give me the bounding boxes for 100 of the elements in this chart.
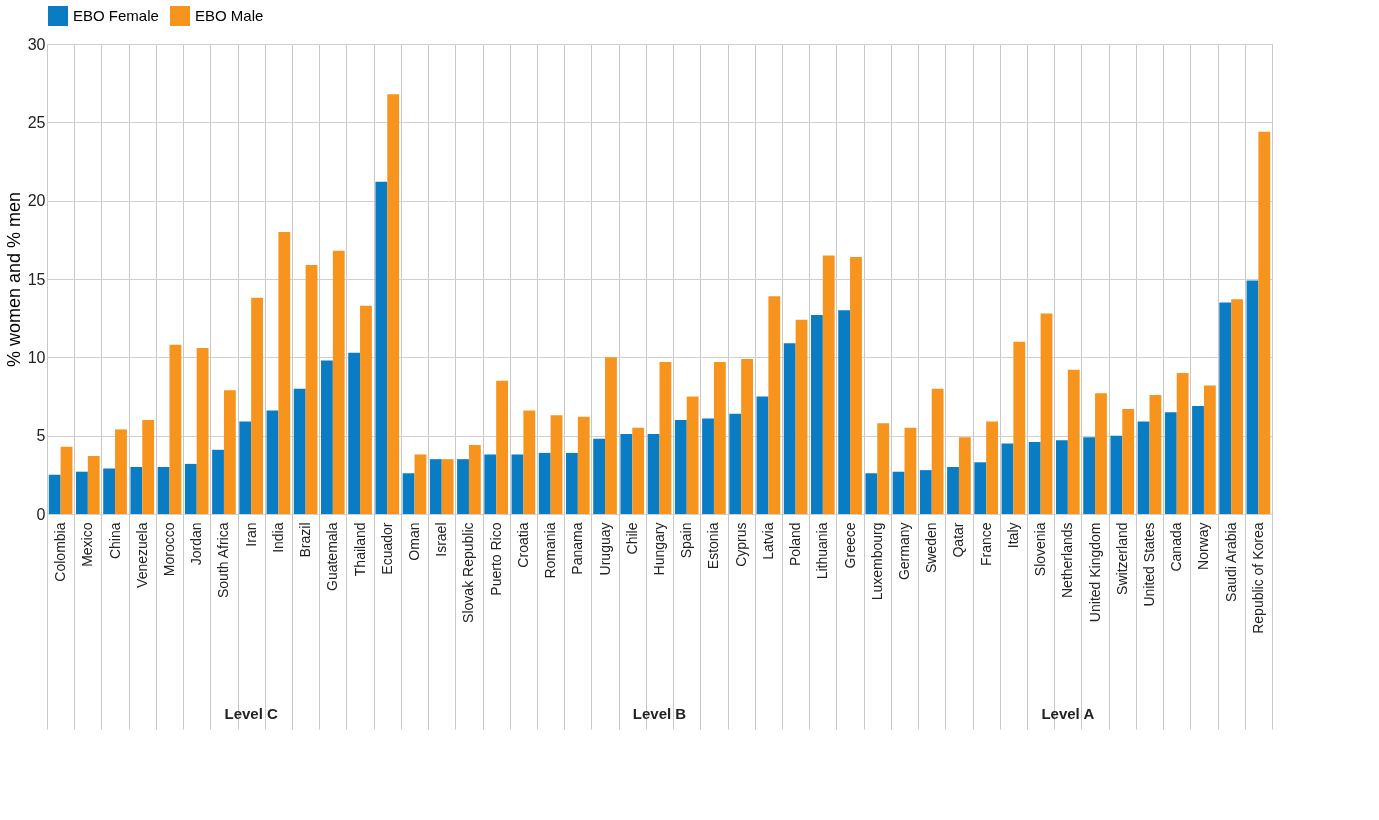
bar [1258, 131, 1271, 514]
bar [157, 467, 170, 514]
bar [919, 470, 932, 514]
bar [1013, 341, 1026, 514]
bar [605, 357, 617, 514]
bar [632, 427, 645, 514]
bar [593, 438, 606, 514]
bar [1095, 393, 1107, 514]
x-tick-label: Panama [569, 522, 586, 575]
bar [659, 362, 672, 514]
y-tick-label: 20 [27, 192, 46, 210]
bar [130, 467, 143, 514]
bar [1164, 412, 1177, 514]
x-tick-label: Germany [896, 522, 912, 581]
x-tick-label: Poland [787, 522, 804, 567]
x-tick-label: Chile [623, 522, 640, 555]
bar [429, 459, 442, 514]
bar [441, 459, 454, 514]
legend-label: EBO Female [73, 7, 159, 24]
y-tick-label: 30 [27, 35, 46, 53]
x-tick-label: Iran [242, 522, 259, 547]
bar [865, 473, 878, 514]
text: Level C [224, 705, 279, 722]
x-tick-label: Slovenia [1032, 522, 1049, 577]
bar [348, 352, 361, 514]
x-tick-label: Canada [1168, 522, 1185, 572]
x-tick-label: Israel [433, 522, 450, 557]
bar [484, 454, 497, 514]
bar [904, 427, 917, 514]
bar [1231, 299, 1243, 514]
bar [278, 232, 291, 514]
bar [647, 434, 660, 514]
bar [48, 474, 61, 514]
bar [986, 421, 998, 514]
bar [566, 452, 578, 514]
x-tick-label: Republic of Korea [1249, 522, 1266, 634]
bar [702, 418, 714, 514]
bar [332, 250, 345, 514]
bar [402, 473, 415, 514]
y-tick-label: 10 [27, 348, 46, 366]
bar [1219, 302, 1232, 514]
bar [783, 343, 796, 514]
bar [103, 468, 116, 514]
x-tick-label: Cyprus [732, 522, 749, 567]
x-tick-label: India [269, 522, 286, 553]
legend-label: EBO Male [195, 7, 264, 24]
bar [1137, 421, 1150, 514]
x-tick-label: Venezuela [133, 522, 150, 588]
y-tick-label: 15 [27, 270, 46, 288]
bar [1056, 440, 1068, 514]
y-tick-label: 25 [27, 113, 46, 131]
x-tick-label: Thailand [351, 522, 368, 577]
x-tick-label: Latvia [759, 522, 776, 560]
x-tick-label: France [977, 522, 994, 567]
bar [511, 454, 524, 514]
bar [768, 296, 781, 514]
bar [212, 449, 224, 514]
x-tick-label: Luxembourg [868, 522, 885, 601]
x-tick-label: Brazil [297, 522, 314, 558]
bar [877, 423, 890, 514]
bar [686, 396, 699, 514]
bar [795, 319, 808, 514]
bar [1203, 385, 1216, 514]
x-tick-label: United States [1141, 522, 1157, 607]
x-tick-label: Colombia [52, 522, 69, 582]
bar [1176, 373, 1189, 514]
bar [321, 360, 333, 514]
x-tick-label: Norway [1195, 522, 1212, 570]
x-tick-label: Morocco [161, 522, 177, 577]
x-tick-label: Netherlands [1059, 522, 1076, 598]
x-tick-label: Sweden [923, 522, 940, 574]
bar [713, 362, 726, 514]
bar [947, 467, 959, 514]
x-tick-label: South Africa [215, 522, 232, 598]
bar [223, 390, 236, 514]
x-tick-label: Spain [678, 522, 695, 559]
x-tick-label: Mexico [79, 522, 96, 567]
bar [457, 459, 469, 514]
bar [756, 396, 769, 514]
y-tick-label: 5 [36, 427, 46, 445]
bar [496, 380, 508, 514]
x-tick-label: Guatemala [324, 522, 341, 591]
bar [293, 388, 306, 514]
x-tick-label: Oman [406, 522, 422, 561]
bar [550, 415, 563, 514]
bar [305, 264, 318, 514]
bar [196, 347, 209, 514]
x-tick-label: Uruguay [596, 522, 613, 576]
x-tick-label: Slovak Republic [460, 522, 477, 623]
bar [838, 310, 851, 514]
x-tick-label: Saudi Arabia [1222, 522, 1239, 602]
x-tick-label: Qatar [950, 522, 967, 558]
x-tick-label: Switzerland [1113, 522, 1130, 595]
bar [239, 421, 252, 514]
bar [974, 462, 987, 514]
bar [87, 456, 100, 514]
bar [729, 413, 742, 514]
text: Level B [632, 705, 687, 722]
bar [674, 420, 687, 514]
bar [1040, 313, 1053, 514]
